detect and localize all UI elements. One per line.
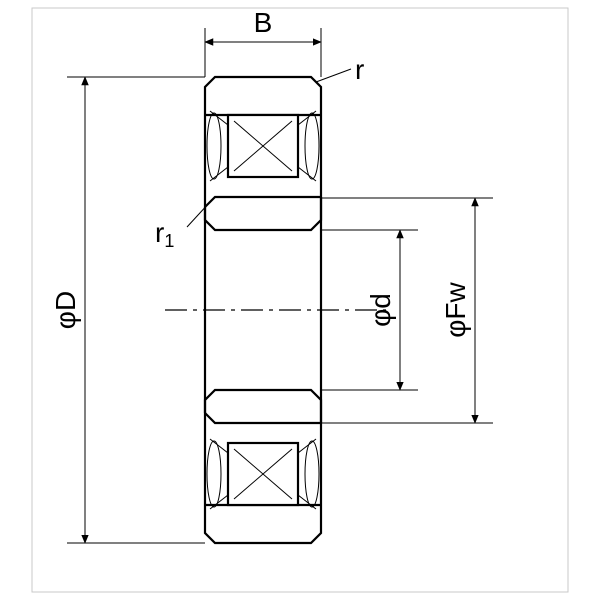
svg-text:φD: φD — [50, 291, 81, 329]
svg-text:r: r — [355, 54, 364, 85]
bearing-cross-section: Br r1 φD φd φFw — [0, 0, 600, 600]
svg-text:φFw: φFw — [440, 281, 471, 337]
svg-text:φd: φd — [365, 293, 396, 327]
svg-text:B: B — [254, 7, 273, 38]
svg-text:r1: r1 — [155, 217, 174, 251]
